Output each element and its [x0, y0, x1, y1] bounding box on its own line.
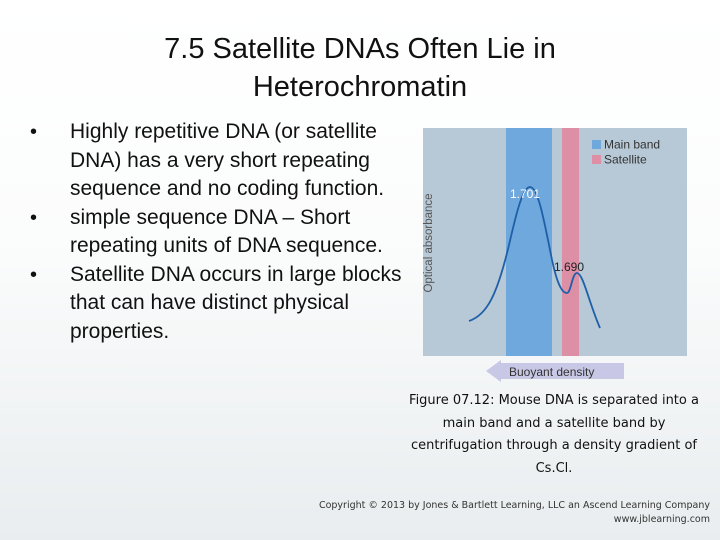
slide-title-line-2: Heterochromatin [252, 71, 468, 103]
bullet-dot-icon: • [30, 121, 38, 143]
satellite-band [562, 128, 579, 356]
figure-panel [423, 128, 687, 356]
slide-title-line-1: 7.5 Satellite DNAs Often Lie in [164, 33, 556, 65]
bullet-item: • simple sequence DNA – Short repeating … [30, 204, 402, 261]
bullet-dot-icon: • [30, 263, 38, 286]
bullet-text: Satellite DNA occurs in large blocks tha… [70, 262, 402, 343]
legend-swatch-satellite [592, 155, 601, 164]
copyright-notice: Copyright © 2013 by Jones & Bartlett Lea… [319, 499, 710, 527]
copyright-line: Copyright © 2013 by Jones & Bartlett Lea… [318, 500, 710, 511]
publisher-url: www.jblearning.com [613, 514, 710, 525]
bullet-text: simple sequence DNA – Short repeating un… [70, 205, 383, 258]
legend-label-satellite: Satellite [604, 153, 647, 167]
legend-label-main: Main band [604, 138, 660, 152]
y-axis-label: Optical absorbance [423, 193, 435, 292]
peak-label-satellite: 1.690 [554, 260, 584, 274]
bullet-dot-icon: • [30, 206, 38, 229]
slide-title: 7.5 Satellite DNAs Often Lie in Heteroch… [100, 30, 620, 106]
main-band [506, 128, 552, 356]
figure-caption: Figure 07.12: Mouse DNA is separated int… [409, 393, 699, 476]
buoyant-density-arrow-icon [486, 360, 624, 382]
density-gradient-figure: Optical absorbance Main band Satellite 1… [423, 128, 687, 382]
bullet-item: • Highly repetitive DNA (or satellite DN… [30, 118, 402, 204]
peak-label-main: 1.701 [510, 187, 540, 201]
x-axis-label: Buoyant density [509, 365, 594, 379]
legend-swatch-main [592, 140, 601, 149]
bullet-list: • Highly repetitive DNA (or satellite DN… [30, 118, 402, 346]
bullet-item: • Satellite DNA occurs in large blocks t… [30, 261, 402, 347]
absorbance-curve [468, 186, 601, 329]
bullet-text: Highly repetitive DNA (or satellite DNA)… [70, 120, 385, 200]
